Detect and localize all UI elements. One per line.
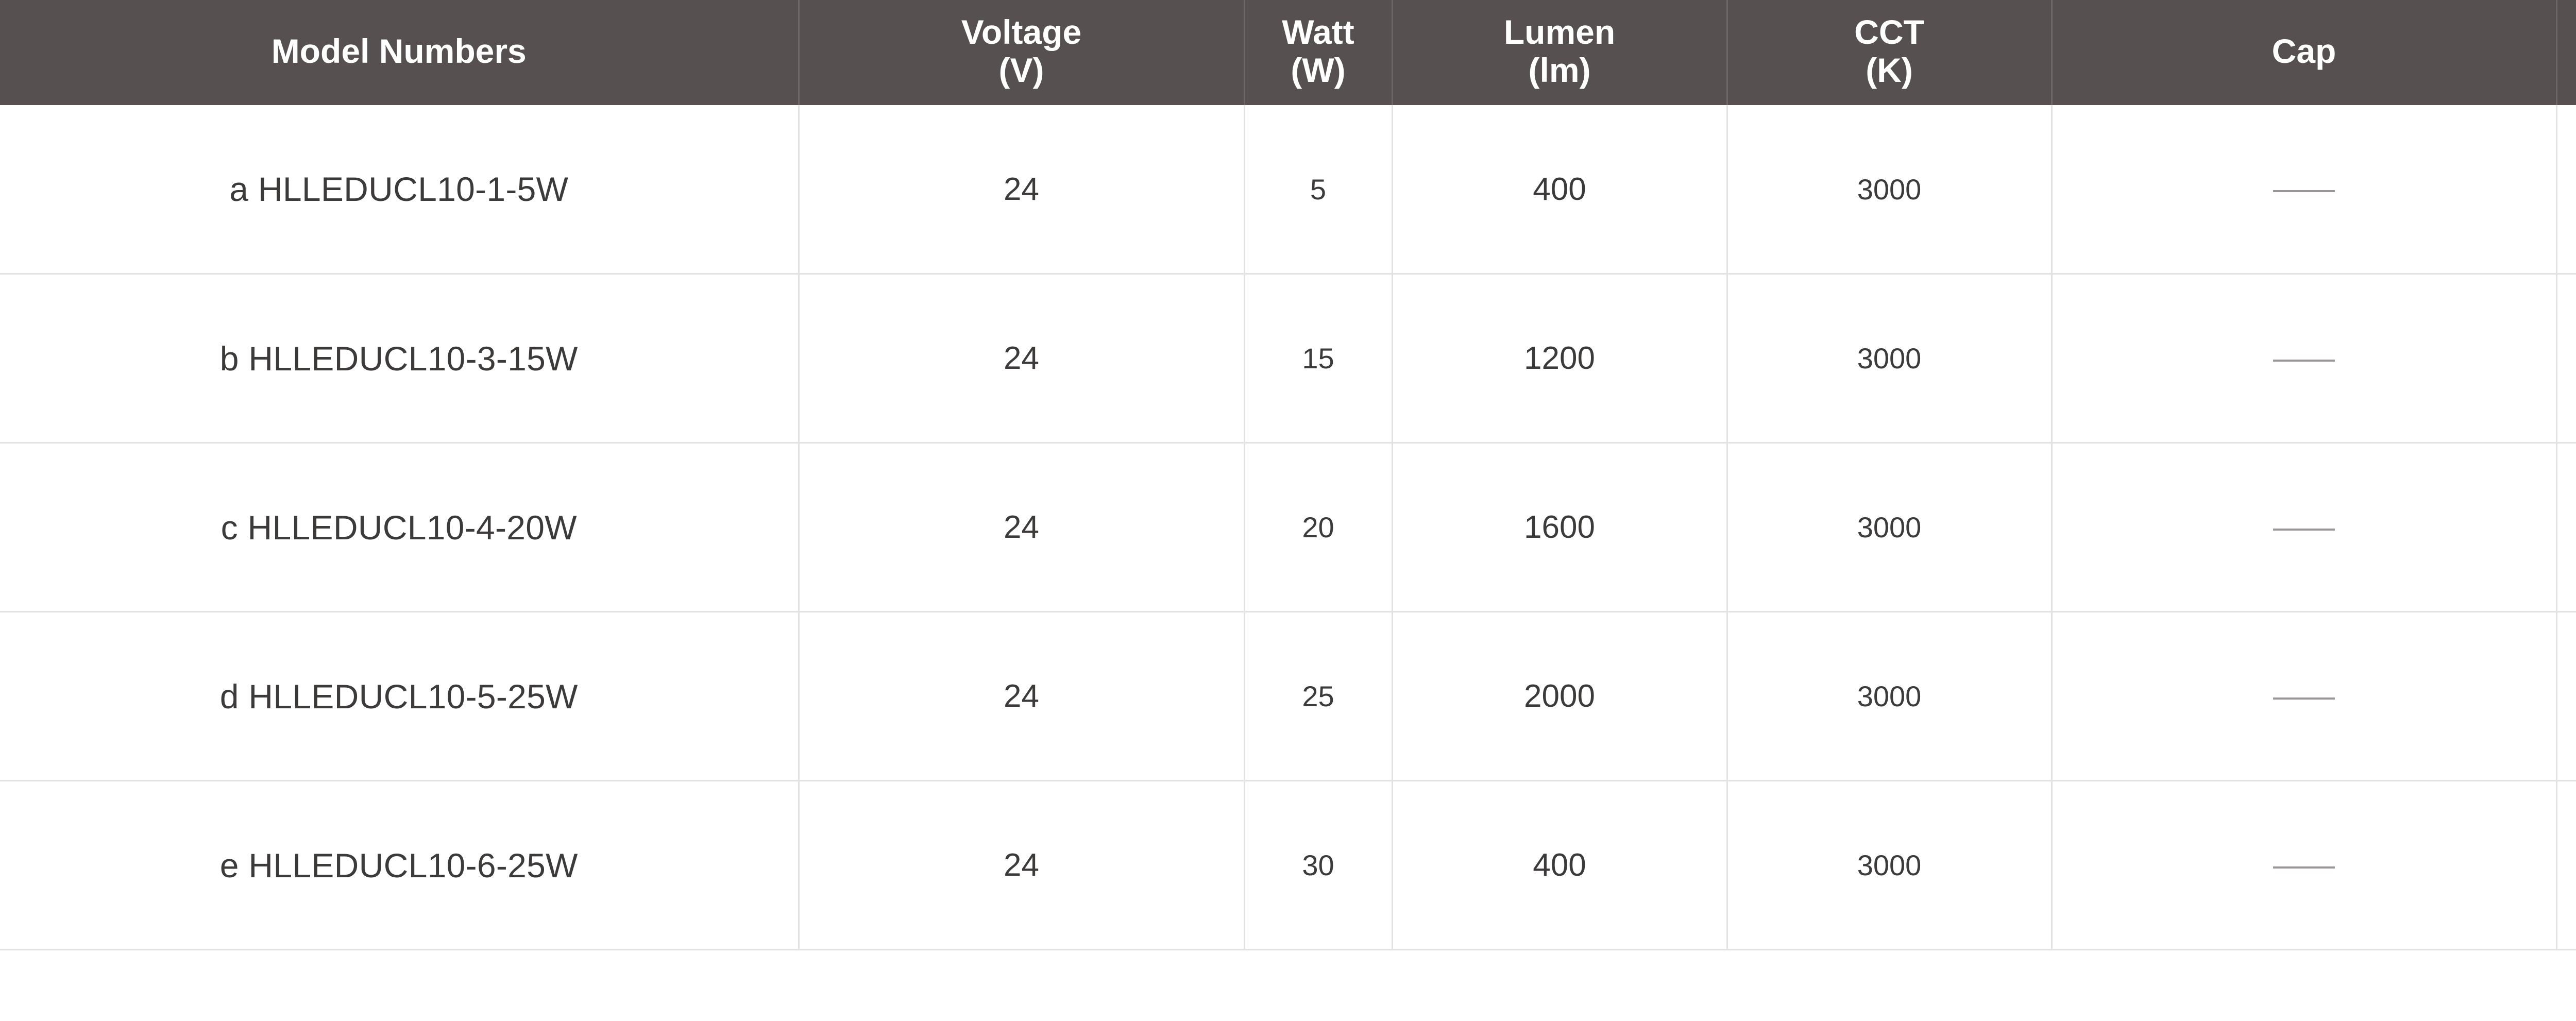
table-row: a HLLEDUCL10-1-5W 24 5 400 3000 256*25.4… — [0, 105, 2576, 275]
cell-voltage: 24 — [799, 443, 1245, 613]
cell-watt: 25 — [1244, 611, 1393, 782]
cell-size: 256*25.4*8.2 — [2556, 611, 2576, 782]
cell-voltage: 24 — [799, 611, 1245, 782]
table-row: d HLLEDUCL10-5-25W 24 25 2000 3000 256*2… — [0, 611, 2576, 782]
cell-cct: 3000 — [1727, 105, 2053, 275]
cell-voltage: 24 — [799, 274, 1245, 444]
column-header-unit: (mm) — [2563, 52, 2576, 90]
cell-voltage: 24 — [799, 780, 1245, 951]
column-header-unit: (lm) — [1528, 50, 1591, 89]
column-header-lumen: Lumen (lm) — [1392, 0, 1728, 105]
column-header-label: Lumen — [1503, 13, 1616, 51]
dash-icon — [2273, 359, 2335, 362]
column-header-label: Model Numbers — [271, 31, 527, 70]
column-header-label: Watt — [1282, 13, 1354, 51]
column-header-cap: Cap — [2052, 0, 2557, 105]
cell-lumen: 1600 — [1392, 443, 1728, 613]
table-header-row: Model Numbers Voltage (V) Watt (W) Lumen… — [0, 0, 2576, 105]
cell-cap — [2052, 611, 2557, 782]
dash-icon — [2273, 697, 2335, 700]
specification-table: Model Numbers Voltage (V) Watt (W) Lumen… — [0, 0, 2576, 951]
cell-lumen: 2000 — [1392, 611, 1728, 782]
table-body: a HLLEDUCL10-1-5W 24 5 400 3000 256*25.4… — [0, 105, 2576, 951]
column-header-unit: (K) — [1866, 50, 1913, 89]
dash-icon — [2273, 528, 2335, 531]
cell-lumen: 400 — [1392, 105, 1728, 275]
cell-size: 256*25.4*8.2 — [2556, 105, 2576, 275]
cell-watt: 20 — [1244, 443, 1393, 613]
cell-model-number: d HLLEDUCL10-5-25W — [0, 611, 800, 782]
cell-cct: 3000 — [1727, 443, 2053, 613]
column-header-watt: Watt (W) — [1244, 0, 1393, 105]
column-header-size: Size (mm) — [2556, 0, 2576, 105]
dash-icon — [2273, 190, 2335, 193]
cell-watt: 5 — [1244, 105, 1393, 275]
cell-model-number: c HLLEDUCL10-4-20W — [0, 443, 800, 613]
column-header-unit: (V) — [998, 50, 1044, 89]
cell-size: 256*25.4*8.2 — [2556, 274, 2576, 444]
cell-cap — [2052, 780, 2557, 951]
dash-icon — [2273, 866, 2335, 869]
cell-model-number: b HLLEDUCL10-3-15W — [0, 274, 800, 444]
column-header-voltage: Voltage (V) — [799, 0, 1245, 105]
table-row: b HLLEDUCL10-3-15W 24 15 1200 3000 256*2… — [0, 274, 2576, 444]
cell-lumen: 1200 — [1392, 274, 1728, 444]
cell-cct: 3000 — [1727, 611, 2053, 782]
cell-model-number: a HLLEDUCL10-1-5W — [0, 105, 800, 275]
column-header-label: CCT — [1854, 13, 1924, 51]
column-header-model-numbers: Model Numbers — [0, 0, 800, 105]
cell-size: 256*25.4*8.2 — [2556, 780, 2576, 951]
cell-watt: 15 — [1244, 274, 1393, 444]
cell-size: 256*25.4*8.2 — [2556, 443, 2576, 613]
cell-cct: 3000 — [1727, 780, 2053, 951]
column-header-unit: (W) — [1291, 50, 1346, 89]
table-header: Model Numbers Voltage (V) Watt (W) Lumen… — [0, 0, 2576, 105]
cell-watt: 30 — [1244, 780, 1393, 951]
column-header-label: Cap — [2272, 31, 2336, 70]
cell-cap — [2052, 105, 2557, 275]
cell-cap — [2052, 274, 2557, 444]
table-row: e HLLEDUCL10-6-25W 24 30 400 3000 256*25… — [0, 780, 2576, 951]
column-header-label: Voltage — [961, 13, 1082, 51]
cell-cct: 3000 — [1727, 274, 2053, 444]
cell-cap — [2052, 443, 2557, 613]
cell-model-number: e HLLEDUCL10-6-25W — [0, 780, 800, 951]
cell-voltage: 24 — [799, 105, 1245, 275]
column-header-cct: CCT (K) — [1727, 0, 2053, 105]
cell-lumen: 400 — [1392, 780, 1728, 951]
table-row: c HLLEDUCL10-4-20W 24 20 1600 3000 256*2… — [0, 443, 2576, 613]
